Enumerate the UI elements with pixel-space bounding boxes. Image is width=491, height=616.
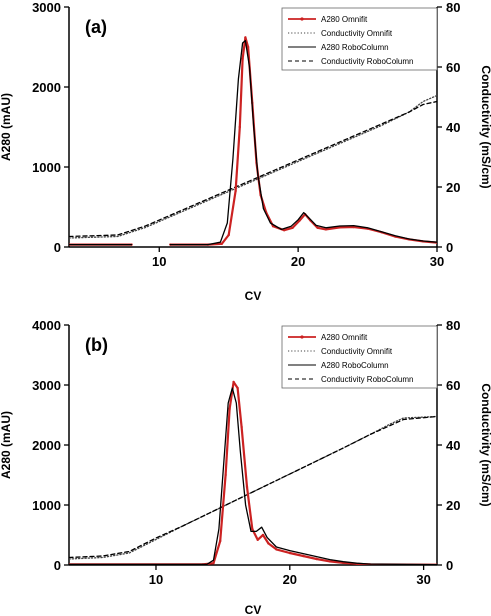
legend-label: A280 RoboColumn bbox=[321, 361, 389, 370]
series-line-conductivity-omnifit bbox=[69, 415, 437, 560]
plot-area bbox=[69, 380, 437, 565]
series-point bbox=[236, 386, 239, 390]
x-tick-label: 30 bbox=[416, 572, 430, 587]
y-axis-title-right: Conductivity (mS/cm) bbox=[479, 65, 491, 188]
x-axis-title: CV bbox=[245, 603, 262, 616]
legend-marker bbox=[300, 17, 304, 21]
series-point bbox=[219, 539, 222, 543]
series-point bbox=[261, 533, 265, 537]
legend-label: A280 Omnifit bbox=[321, 333, 368, 342]
x-tick-label: 30 bbox=[430, 254, 444, 269]
series-point bbox=[244, 36, 247, 39]
y-tick-label-right: 0 bbox=[446, 240, 453, 255]
series-point bbox=[246, 45, 250, 49]
y-tick-label-left: 3000 bbox=[32, 0, 61, 15]
series-point bbox=[283, 229, 286, 232]
x-tick-label: 20 bbox=[291, 254, 305, 269]
y-tick-label-left: 0 bbox=[54, 240, 61, 255]
plot-area bbox=[69, 36, 437, 246]
x-tick-label: 20 bbox=[283, 572, 297, 587]
panel-label: (a) bbox=[85, 17, 107, 37]
series-point bbox=[324, 228, 328, 231]
series-point bbox=[316, 226, 319, 229]
series-point bbox=[328, 560, 332, 563]
series-point bbox=[302, 554, 305, 558]
legend-marker bbox=[300, 335, 304, 339]
y-tick-label-right: 40 bbox=[446, 438, 460, 453]
y-tick-label-right: 60 bbox=[446, 378, 460, 393]
series-point bbox=[240, 425, 243, 429]
series-point bbox=[267, 542, 270, 545]
series-point bbox=[291, 226, 294, 229]
series-point bbox=[251, 527, 254, 531]
y-tick-label-left: 3000 bbox=[32, 378, 61, 393]
series-point bbox=[224, 473, 227, 477]
series-point bbox=[228, 407, 231, 411]
y-tick-label-right: 60 bbox=[446, 60, 460, 75]
series-point bbox=[315, 557, 318, 561]
panel-label: (b) bbox=[85, 335, 108, 355]
x-tick-label: 10 bbox=[149, 572, 163, 587]
series-point bbox=[298, 219, 301, 222]
series-line-a280-robocolumn bbox=[169, 39, 437, 246]
series-point bbox=[338, 226, 341, 229]
series-point bbox=[232, 380, 235, 384]
legend-label: Conductivity RoboColumn bbox=[321, 57, 414, 66]
y-tick-label-right: 40 bbox=[446, 120, 460, 135]
y-tick-label-right: 20 bbox=[446, 180, 460, 195]
y-axis-title-left: A280 (mAU) bbox=[0, 93, 13, 161]
y-tick-label-left: 2000 bbox=[32, 80, 61, 95]
legend-label: Conductivity Omnifit bbox=[321, 29, 393, 38]
series-line-a280-robocolumn bbox=[69, 387, 437, 565]
legend-label: Conductivity Omnifit bbox=[321, 347, 393, 356]
y-tick-label-left: 0 bbox=[54, 558, 61, 573]
series-line-a280-omnifit bbox=[69, 380, 437, 565]
series-point bbox=[220, 242, 223, 245]
y-tick-label-left: 4000 bbox=[32, 318, 61, 333]
y-tick-label-left: 1000 bbox=[32, 498, 61, 513]
panel-b: 10 20 30 0 1000 2000 3000 4000 0 20 40 60 80 CV A280 (… bbox=[0, 318, 491, 616]
series-point bbox=[227, 233, 230, 237]
series-line-conductivity-robocolumn bbox=[69, 100, 437, 238]
y-tick-label-left: 1000 bbox=[32, 160, 61, 175]
legend: A280 Omnifit Conductivity Omnifit A280 Rob… bbox=[281, 7, 438, 71]
series-point bbox=[275, 548, 278, 551]
y-tick-label-right: 20 bbox=[446, 498, 460, 513]
legend: A280 Omnifit Conductivity Omnifit A280 Rob… bbox=[281, 325, 438, 389]
legend-label: Conductivity RoboColumn bbox=[321, 375, 414, 384]
legend-label: A280 RoboColumn bbox=[321, 43, 389, 52]
series-point bbox=[352, 225, 355, 229]
series-point bbox=[241, 57, 244, 61]
y-tick-label-right: 80 bbox=[446, 318, 460, 333]
series-point bbox=[288, 551, 291, 555]
x-axis-title: CV bbox=[245, 289, 262, 303]
series-point bbox=[234, 189, 237, 193]
series-point bbox=[245, 485, 249, 489]
series-point bbox=[238, 125, 241, 129]
y-axis-title-right: Conductivity (mS/cm) bbox=[479, 383, 491, 506]
y-axis-title-left: A280 (mAU) bbox=[0, 411, 13, 479]
y-tick-label-right: 80 bbox=[446, 0, 460, 15]
series-point bbox=[212, 562, 215, 565]
x-tick-label: 10 bbox=[152, 254, 166, 269]
series-line-conductivity-robocolumn bbox=[69, 415, 437, 559]
y-tick-label-left: 2000 bbox=[32, 438, 61, 453]
series-point bbox=[256, 538, 259, 541]
legend-label: A280 Omnifit bbox=[321, 15, 368, 24]
y-tick-label-right: 0 bbox=[446, 558, 453, 573]
